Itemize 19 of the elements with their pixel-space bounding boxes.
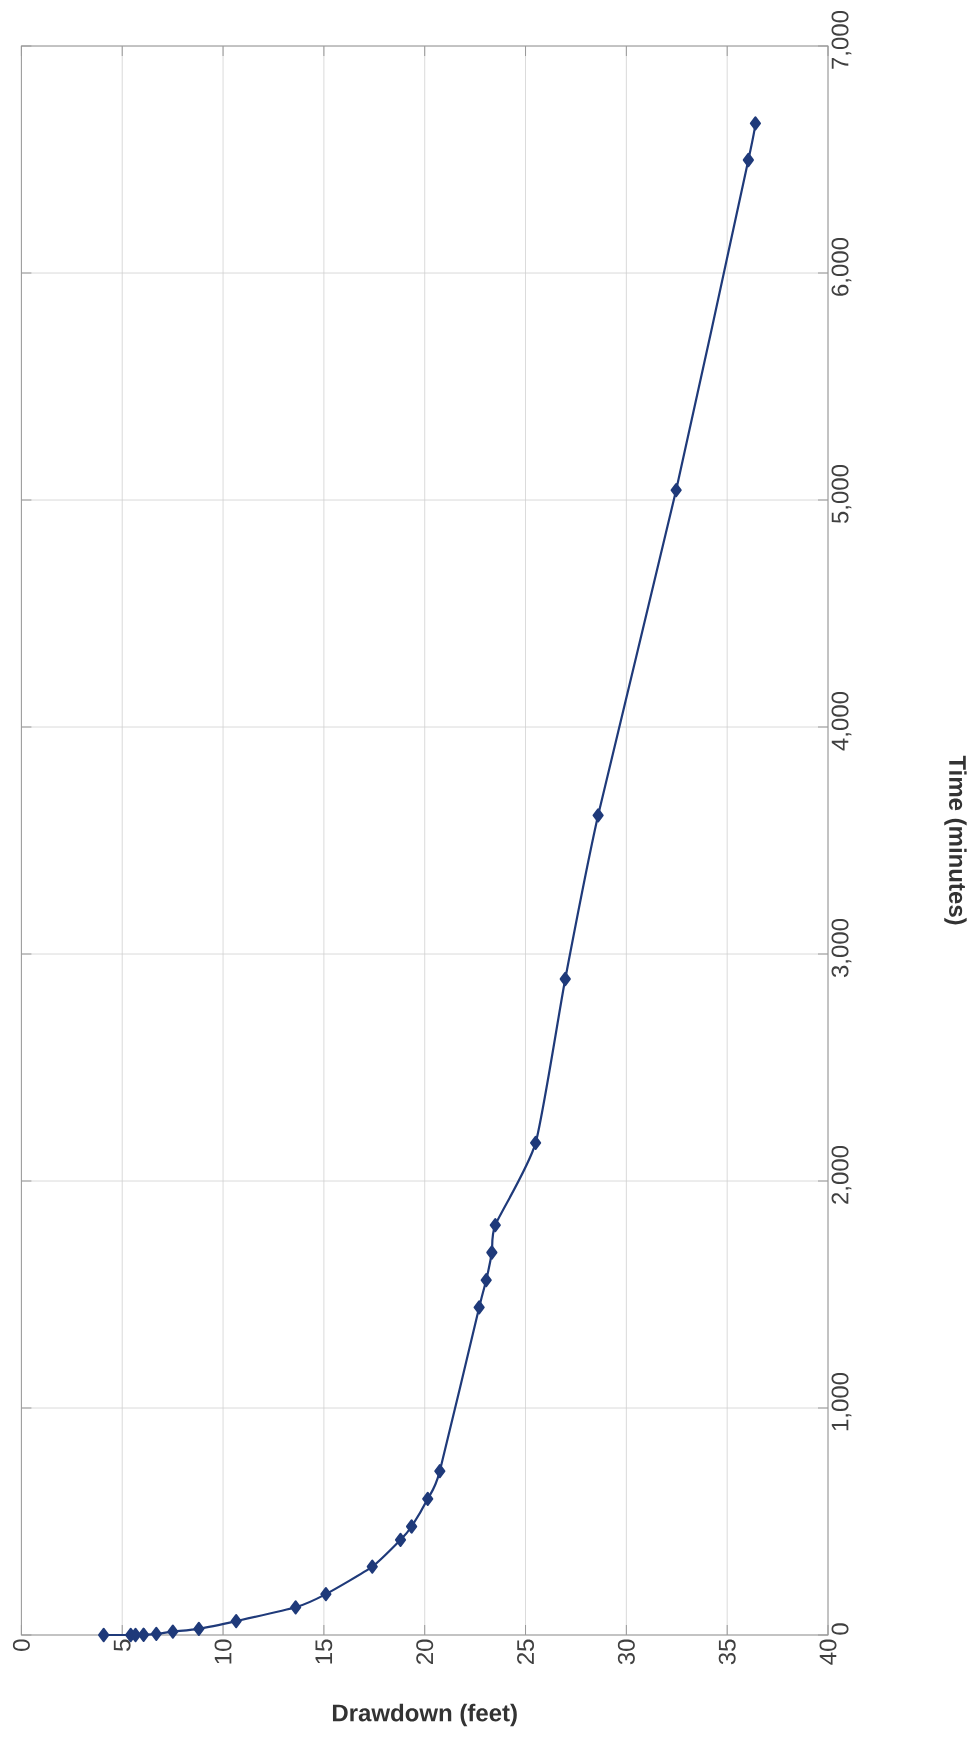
y-tick-label: 6,000 bbox=[831, 237, 852, 296]
y-tick-label: 4,000 bbox=[831, 691, 852, 751]
x-tick-label: 5 bbox=[113, 1639, 131, 1651]
x-tick-label: 30 bbox=[617, 1639, 635, 1665]
y-tick-label: 3,000 bbox=[831, 918, 852, 978]
x-tick-label: 25 bbox=[517, 1639, 535, 1665]
y-axis-title: Time (minutes) bbox=[944, 755, 967, 925]
x-tick-label: 40 bbox=[819, 1639, 837, 1665]
y-tick-label: 1,000 bbox=[831, 1372, 852, 1431]
y-tick-label: 2,000 bbox=[831, 1145, 852, 1204]
x-tick-label: 35 bbox=[718, 1639, 736, 1665]
y-tick-label: 7,000 bbox=[831, 10, 852, 69]
x-tick-label: 20 bbox=[416, 1639, 434, 1665]
y-tick-label: 0 bbox=[831, 1623, 849, 1635]
x-tick-label: 0 bbox=[12, 1639, 30, 1651]
x-axis-title: Drawdown (feet) bbox=[332, 1703, 517, 1727]
x-tick-label: 10 bbox=[214, 1639, 232, 1664]
x-tick-label: 15 bbox=[315, 1639, 333, 1664]
y-tick-label: 5,000 bbox=[831, 464, 852, 524]
